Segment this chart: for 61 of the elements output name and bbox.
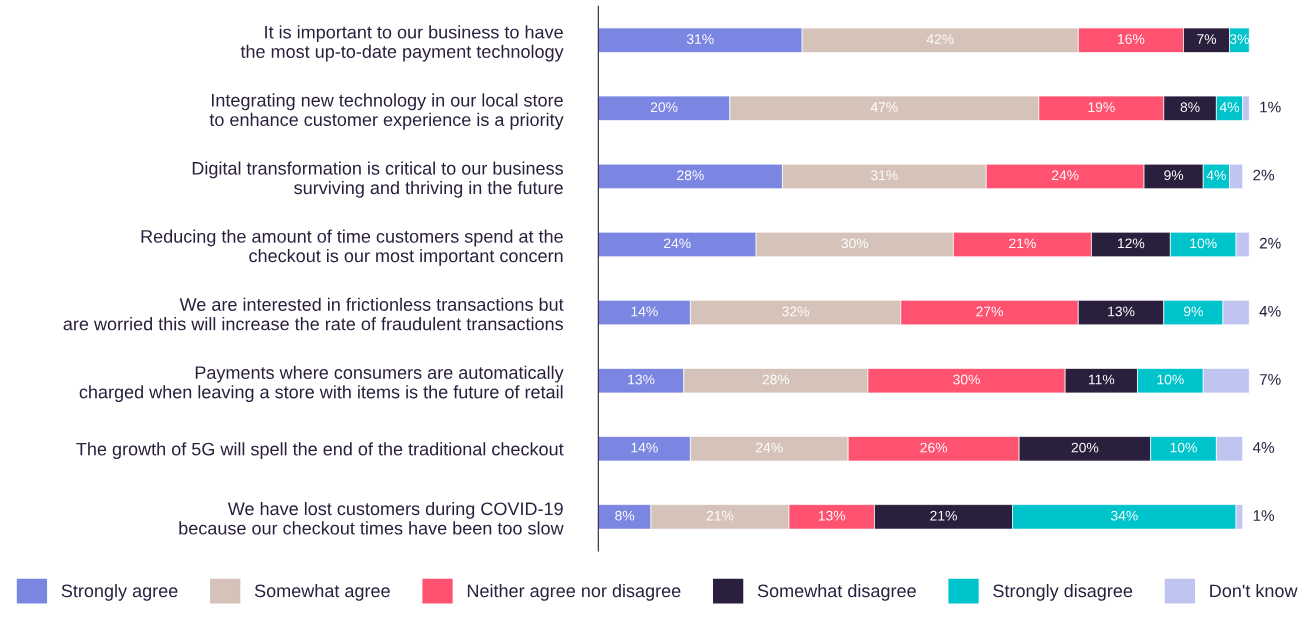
data-label: 21% — [706, 510, 734, 521]
y-tick-label: We are interested in frictionless transactions but are worried this will increase the rate of fraudulent transactions — [63, 297, 564, 331]
data-label: 13% — [628, 374, 655, 385]
data-label: 4% — [1206, 170, 1226, 181]
data-label: 13% — [818, 510, 846, 521]
legend-label: Neither agree nor disagree — [467, 583, 681, 601]
data-label: 14% — [631, 306, 658, 317]
data-label: 24% — [664, 238, 691, 249]
data-label: 34% — [1110, 510, 1138, 521]
data-label: 12% — [1118, 238, 1145, 249]
legend-label: Somewhat disagree — [757, 583, 916, 601]
data-label: 20% — [1071, 442, 1099, 453]
data-label: 19% — [1088, 102, 1115, 113]
data-label: 1% — [1253, 510, 1275, 521]
data-label: 30% — [841, 238, 869, 249]
data-label: 10% — [1170, 442, 1197, 453]
y-tick-label: We have lost customers during COVID-19 because our checkout times have been too slow — [179, 501, 564, 535]
y-tick-label: Integrating new technology in our local store to enhance customer experience is a priority — [209, 93, 564, 130]
data-label: 20% — [650, 102, 678, 113]
y-tick-label: Reducing the amount of time customers spend at the checkout is our most important concern — [141, 229, 563, 266]
data-label: 31% — [686, 34, 714, 44]
y-tick-label: Digital transformation is critical to our business surviving and thriving in the future — [192, 161, 563, 198]
legend-label: Don't know — [1210, 583, 1298, 598]
data-label: 16% — [1118, 34, 1145, 44]
data-label: 8% — [615, 510, 635, 521]
data-label: 4% — [1252, 442, 1275, 453]
data-label: 1% — [1260, 101, 1281, 113]
data-label: 31% — [870, 170, 898, 181]
data-label: 42% — [926, 34, 954, 44]
data-label: 2% — [1253, 169, 1275, 181]
data-label: 7% — [1197, 34, 1217, 44]
data-label: 13% — [1108, 306, 1135, 317]
data-label: 10% — [1157, 374, 1184, 385]
legend-label: Somewhat agree — [254, 583, 390, 601]
legend-label: Strongly disagree — [993, 583, 1133, 601]
data-label: 7% — [1259, 374, 1281, 385]
data-label: 3% — [1229, 34, 1249, 44]
y-tick-label: The growth of 5G will spell the end of the traditional checkout — [76, 442, 564, 460]
data-label: 24% — [1051, 170, 1079, 181]
data-label: 11% — [1088, 374, 1115, 385]
data-label: 24% — [756, 442, 783, 453]
data-label: 9% — [1183, 306, 1203, 317]
data-label: 21% — [930, 510, 957, 521]
data-label: 21% — [1009, 238, 1036, 249]
data-label: 9% — [1164, 170, 1184, 181]
data-label: 32% — [782, 306, 809, 317]
y-tick-label: Payments where consumers are automatically charged when leaving a store with items is the future of retail — [79, 365, 564, 403]
data-label: 30% — [953, 374, 980, 385]
legend-label: Strongly agree — [61, 583, 178, 601]
data-label: 2% — [1259, 237, 1281, 249]
data-label: 28% — [762, 374, 790, 385]
data-label: 4% — [1219, 102, 1240, 112]
data-label: 26% — [920, 442, 948, 453]
data-label: 28% — [677, 170, 704, 181]
y-tick-label: It is important to our business to have the most up-to-date payment technology — [240, 25, 564, 62]
data-label: 8% — [1180, 102, 1200, 113]
data-label: 27% — [976, 306, 1003, 317]
data-label: 4% — [1259, 305, 1281, 317]
data-label: 14% — [631, 442, 658, 453]
data-label: 47% — [870, 102, 898, 112]
data-label: 10% — [1190, 238, 1217, 249]
